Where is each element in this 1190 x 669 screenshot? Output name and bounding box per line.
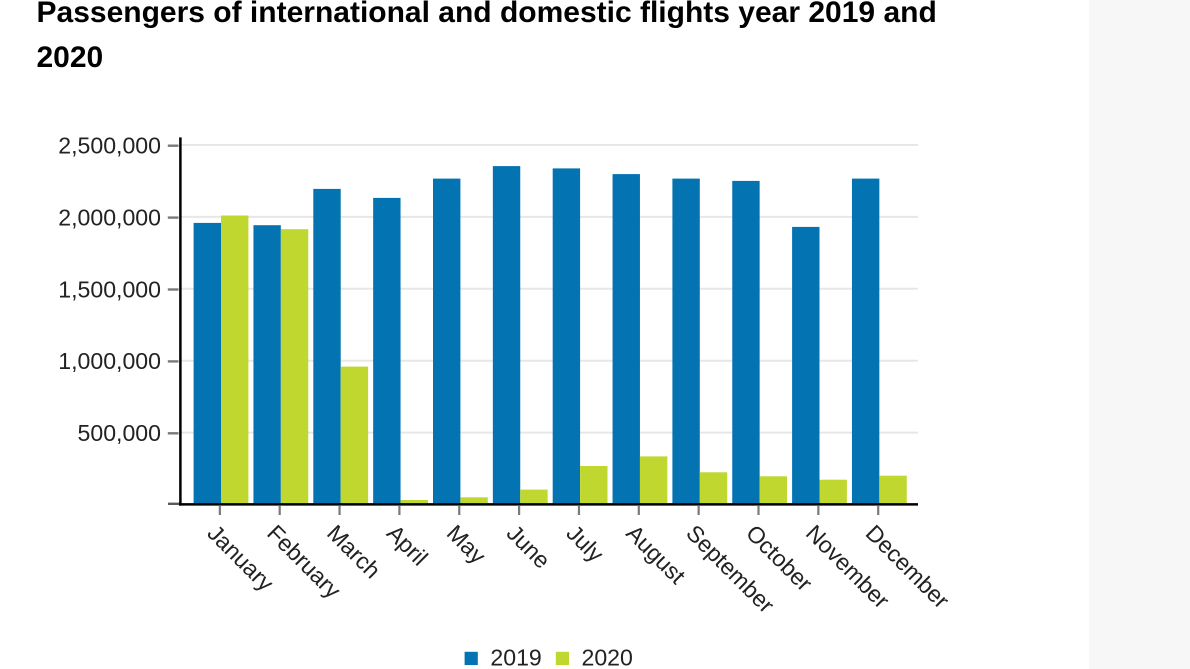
svg-text:500,000: 500,000 [78,420,161,446]
svg-text:2,000,000: 2,000,000 [58,204,161,230]
svg-text:1,000,000: 1,000,000 [58,348,161,374]
svg-text:2020: 2020 [582,644,633,669]
svg-text:2019: 2019 [490,644,541,669]
svg-text:1,500,000: 1,500,000 [58,276,161,302]
svg-text:July: July [562,520,610,568]
svg-text:August: August [621,520,691,590]
svg-text:April: April [382,520,433,571]
svg-text:May: May [442,520,492,570]
svg-text:January: January [202,520,279,597]
svg-text:June: June [502,520,556,574]
svg-text:2,500,000: 2,500,000 [58,133,161,159]
